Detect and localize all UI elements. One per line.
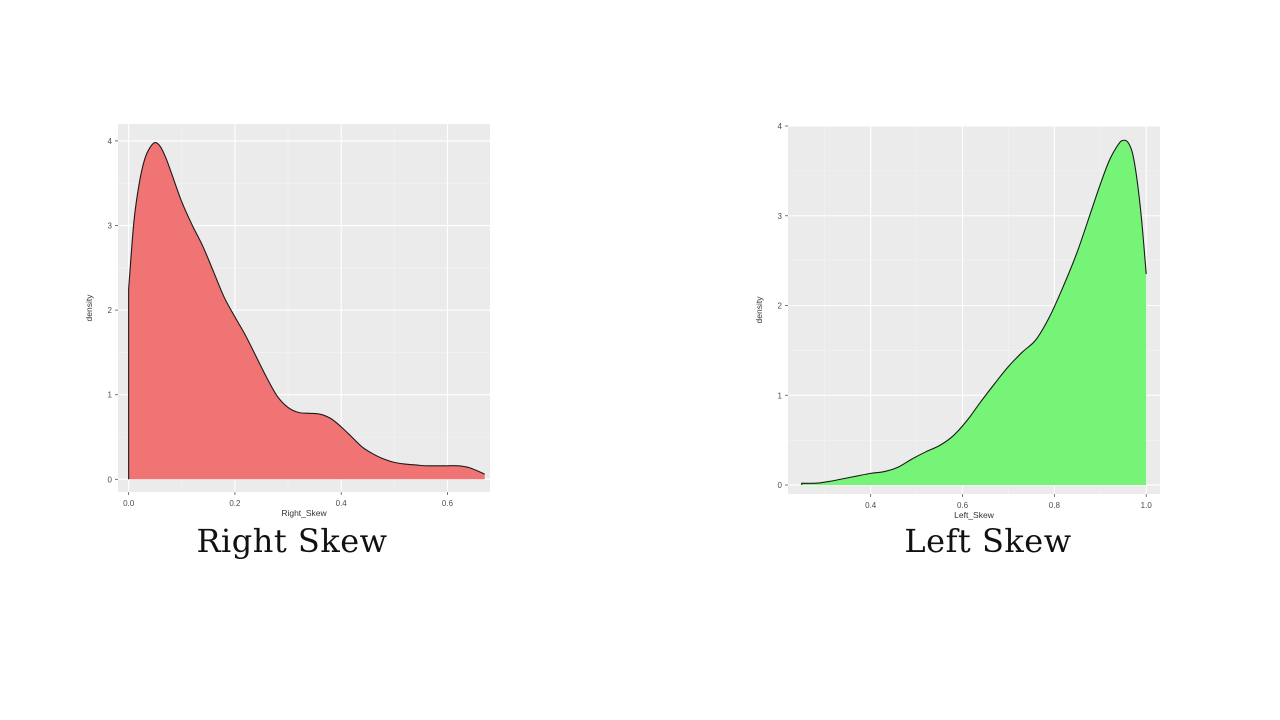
right-skew-x-tick-label: 0.2 [229,499,241,508]
right-skew-y-tick-label: 0 [108,475,113,484]
left-skew-y-tick-label: 1 [778,391,783,400]
left-skew-y-axis-title: density [754,296,764,324]
right-skew-x-tick-label: 0.6 [442,499,454,508]
left-skew-y-tick-label: 3 [778,212,783,221]
left-skew-y-tick-label: 2 [778,302,783,311]
left-skew-density-area [801,140,1147,486]
right-skew-y-tick-label: 1 [108,391,113,400]
left-skew-x-tick-label: 0.6 [957,501,969,510]
left-skew-plot: 0.4 0.6 0.8 1.0 0 1 2 3 4 Left_Skew density [754,122,1160,520]
left-skew-chart: 0.4 0.6 0.8 1.0 0 1 2 3 4 Left_Skew density [750,120,1170,530]
left-skew-x-tick-label: 0.8 [1049,501,1061,510]
right-skew-caption: Right Skew [196,522,388,560]
left-skew-y-tick-label: 4 [778,122,783,131]
left-skew-caption: Left Skew [904,522,1072,560]
right-skew-chart: 0.0 0.2 0.4 0.6 0 1 2 3 4 Right_Skew density [80,118,500,528]
right-skew-y-tick-label: 2 [108,306,113,315]
right-skew-x-tick-label: 0.4 [336,499,348,508]
left-skew-x-tick-label: 0.4 [865,501,877,510]
right-skew-y-tick-label: 3 [108,222,113,231]
left-skew-x-tick-label: 1.0 [1141,501,1153,510]
right-skew-density-area [128,142,485,480]
right-skew-y-tick-label: 4 [108,137,113,146]
right-skew-x-tick-label: 0.0 [123,499,135,508]
right-skew-x-axis-title: Right_Skew [281,508,327,518]
left-skew-density-line [801,139,1147,486]
left-skew-x-axis-title: Left_Skew [954,510,995,520]
right-skew-plot: 0.0 0.2 0.4 0.6 0 1 2 3 4 Right_Skew density [84,124,490,518]
right-skew-y-axis-title: density [84,294,94,322]
left-skew-y-tick-label: 0 [778,481,783,490]
right-skew-density-line [128,142,485,480]
